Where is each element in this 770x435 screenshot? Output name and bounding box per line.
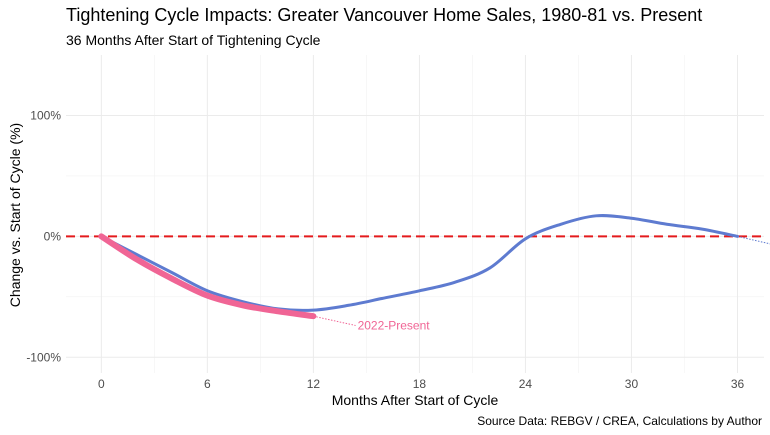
series-label-leader xyxy=(313,315,356,326)
x-tick-label: 6 xyxy=(204,377,211,391)
series-label-leader xyxy=(737,235,770,245)
y-axis-title: Change vs. Start of Cycle (%) xyxy=(7,123,23,307)
y-tick-label: 100% xyxy=(30,108,61,122)
chart-subtitle: 36 Months After Start of Tightening Cycl… xyxy=(66,32,321,48)
series-lines xyxy=(98,214,739,320)
axis-ticks: 0 6 12 18 24 30 36 -100% 0% 100% xyxy=(26,108,744,391)
y-tick-label: -100% xyxy=(26,350,61,364)
x-tick-label: 18 xyxy=(413,377,427,391)
series-line-1 xyxy=(99,214,739,312)
series-line-2 xyxy=(98,233,317,320)
series-label: 2022-Present xyxy=(358,318,431,332)
x-tick-label: 0 xyxy=(98,377,105,391)
x-tick-label: 24 xyxy=(519,377,533,391)
x-tick-label: 30 xyxy=(625,377,639,391)
x-axis-title: Months After Start of Cycle xyxy=(332,392,499,408)
y-tick-label: 0% xyxy=(44,229,62,243)
series-labels: 1980-19812022-Present xyxy=(313,235,770,332)
chart-title: Tightening Cycle Impacts: Greater Vancou… xyxy=(66,5,703,25)
x-tick-label: 36 xyxy=(731,377,745,391)
chart-caption: Source Data: REBGV / CREA, Calculations … xyxy=(477,414,762,428)
x-tick-label: 12 xyxy=(307,377,321,391)
